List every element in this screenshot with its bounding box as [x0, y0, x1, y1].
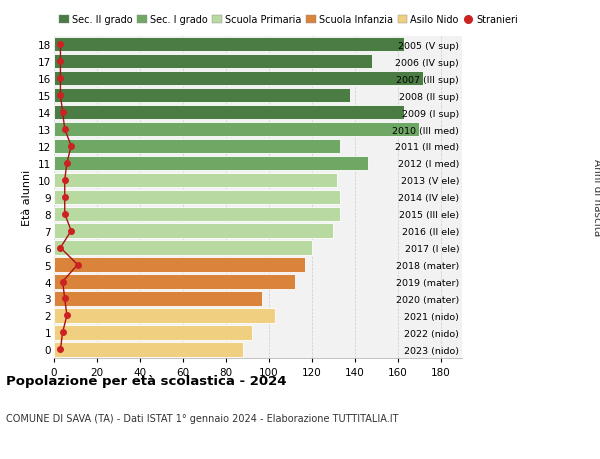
Bar: [54, 38, 404, 52]
Y-axis label: Età alunni: Età alunni: [22, 169, 32, 225]
Bar: [54, 106, 404, 120]
Bar: [54, 275, 295, 289]
Bar: [54, 291, 262, 306]
Bar: [54, 308, 275, 323]
Text: Popolazione per età scolastica - 2024: Popolazione per età scolastica - 2024: [6, 374, 287, 387]
Bar: [54, 140, 340, 154]
Bar: [54, 173, 337, 188]
Text: COMUNE DI SAVA (TA) - Dati ISTAT 1° gennaio 2024 - Elaborazione TUTTITALIA.IT: COMUNE DI SAVA (TA) - Dati ISTAT 1° genn…: [6, 413, 398, 423]
Bar: [54, 157, 368, 171]
Bar: [54, 241, 311, 255]
Bar: [54, 89, 350, 103]
Bar: [54, 207, 340, 222]
Bar: [54, 342, 243, 357]
Bar: [54, 258, 305, 272]
Bar: [54, 72, 424, 86]
Bar: [54, 224, 333, 238]
Bar: [54, 55, 372, 69]
Bar: [54, 123, 419, 137]
Bar: [54, 190, 340, 205]
Text: Anni di nascita: Anni di nascita: [592, 159, 600, 236]
Legend: Sec. II grado, Sec. I grado, Scuola Primaria, Scuola Infanzia, Asilo Nido, Stran: Sec. II grado, Sec. I grado, Scuola Prim…: [59, 16, 518, 25]
Bar: [54, 325, 251, 340]
